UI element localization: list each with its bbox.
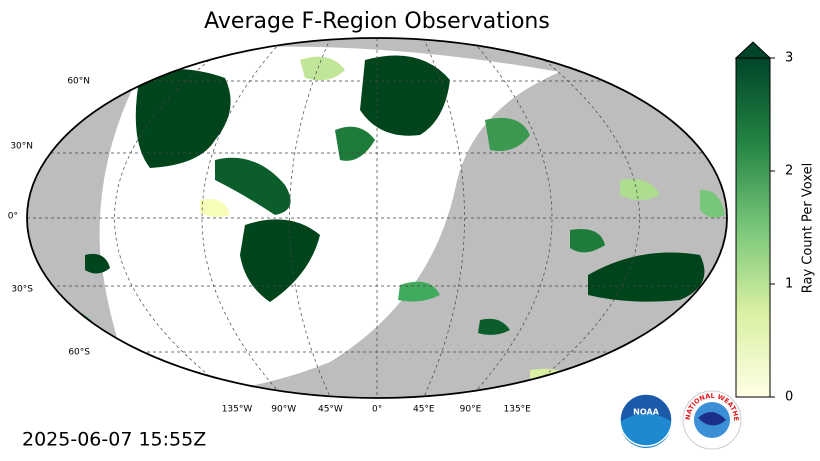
lat-label: 30°S (11, 285, 33, 295)
map (27, 38, 727, 398)
colorbar: 0 1 2 3 Ray Count Per Voxel (734, 41, 816, 405)
lon-label: 135°E (504, 405, 532, 415)
lon-label: 45°E (413, 405, 435, 415)
meridian (469, 38, 553, 398)
map-border (26, 37, 728, 399)
colorbar-tick-label: 3 (785, 51, 793, 66)
lat-label: 30°N (10, 142, 33, 152)
colorbar-tick-label: 1 (785, 277, 793, 292)
lon-label: 90°E (460, 405, 482, 415)
noaa-logo: NOAA (619, 393, 673, 448)
lat-label: 60°S (68, 348, 90, 358)
colorbar-extend (734, 41, 772, 59)
meridian (423, 38, 465, 398)
colorbar-tick-label: 0 (785, 390, 793, 405)
lat-label: 60°N (67, 77, 90, 87)
colorbar-fill (735, 57, 771, 398)
lon-label: 45°W (318, 405, 343, 415)
noaa-text: NOAA (633, 408, 659, 417)
lon-label: 135°W (222, 405, 253, 415)
meridian (289, 38, 331, 398)
lon-label: 0° (372, 405, 382, 415)
observations (60, 55, 725, 384)
lat-label: 0° (8, 212, 18, 222)
timestamp: 2025-06-07 15:55Z (22, 429, 206, 451)
colorbar-tick-label: 2 (785, 164, 793, 179)
meridian (201, 38, 285, 398)
title: Average F-Region Observations (204, 9, 550, 34)
lon-label: 90°W (271, 405, 296, 415)
colorbar-label: Ray Count Per Voxel (801, 163, 816, 293)
